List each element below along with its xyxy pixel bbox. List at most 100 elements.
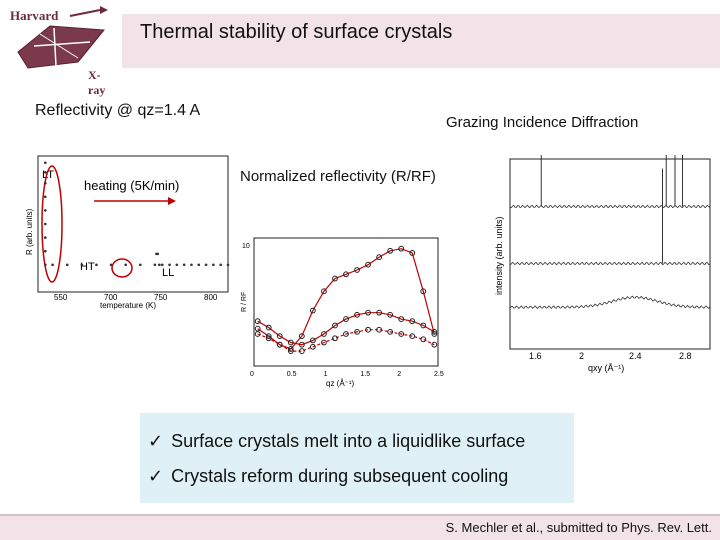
gid-series-line [509,261,711,266]
refl-xticks: 0 0.5 1 1.5 2 2.5 [250,371,444,378]
gid-xtick-label: 2.8 [679,351,692,361]
refl-point [420,288,427,295]
refl-ylabel: R / RF [241,292,248,312]
heating-xlabel: temperature (K) [100,301,156,310]
refl-point [287,346,294,352]
refl-ytick: 10 [242,243,250,250]
heating-point [182,263,186,267]
heating-point [44,161,47,165]
refl-series-line [257,312,435,346]
refl-point [409,250,416,256]
heating-point [44,249,47,253]
heating-point [109,263,113,267]
refl-point [387,311,394,318]
logo-bottom-text: X-ray [88,68,106,97]
refl-point [354,267,360,273]
bullet-1-text: Surface crystals melt into a liquidlike … [171,431,526,451]
refl-point [354,311,360,318]
refl-point [431,331,438,337]
refl-point [420,322,427,329]
refl-point [376,254,383,261]
gid-ylabel: intensity (arb. units) [494,216,504,295]
gid-plot: intensity (arb. units) 1.6 2 2.4 2.8 qxy (Å… [494,155,711,373]
heating-point [44,222,47,226]
heating-point [153,263,157,267]
refl-point [287,348,294,354]
gid-xlabel: qxy (Å⁻¹) [588,363,624,373]
refl-point [431,328,438,335]
refl-data-points [254,245,438,354]
heating-point [95,263,98,267]
heating-point [51,263,54,267]
heating-point [190,263,193,267]
heating-label-ht: HT [80,261,95,273]
refl-point [398,245,405,252]
refl-point [309,343,316,350]
bullet-2-text: Crystals reform during subsequent coolin… [171,466,509,486]
refl-point [332,322,338,329]
heating-point [156,252,160,256]
heating-transition-ellipse [111,258,133,278]
heating-point [139,263,142,267]
heating-point [158,263,161,267]
refl-series-line [257,329,435,352]
refl-point [354,328,360,335]
refl-point [376,309,383,316]
refl-plot-title: Normalized reflectivity (R/RF) [240,168,436,185]
slide-title: Thermal stability of surface crystals [140,21,453,43]
gid-xtick-label: 1.6 [529,351,542,361]
refl-point [343,316,349,322]
footer-band [0,514,720,540]
refl-fit-lines [257,248,435,352]
refl-xtick-label: 0 [250,371,254,378]
bullet-2: ✓ Crystals reform during subsequent cooli… [148,466,508,487]
refl-point [332,335,338,342]
refl-point [298,341,305,348]
refl-xtick-label: 2 [397,371,401,378]
refl-point [276,341,283,348]
heating-lt-ellipse [41,165,63,283]
heating-point [160,263,164,267]
refl-xlabel: qz (Å⁻¹) [326,379,355,388]
heating-point [44,209,47,212]
gid-xtick-label: 2.4 [629,351,642,361]
refl-xtick-label: 1 [324,371,328,378]
refl-point [321,288,327,295]
harvard-xray-logo: Harvard X-ray [4,6,116,97]
refl-point [387,247,394,254]
refl-point [265,324,272,331]
refl-point [409,333,416,340]
reflectivity-label: Reflectivity @ qz=1.4 A [35,102,201,119]
heating-point [226,263,230,267]
footer-divider [0,514,720,516]
heating-point [168,263,171,267]
citation: S. Mechler et al., submitted to Phys. Re… [445,520,712,535]
gid-label: Grazing Incidence Diffraction [446,114,639,131]
refl-point [254,318,261,325]
heating-xtick-label: 800 [204,293,218,302]
heating-xtick-label: 550 [54,293,68,302]
heating-point [175,263,179,267]
refl-point [398,316,405,322]
heating-point [80,263,84,267]
heating-plot: R (arb. units) LT HT LL heating (5K/min)… [25,155,230,310]
refl-point [365,309,371,316]
heating-point [44,171,47,174]
refl-xtick-label: 1.5 [360,371,370,378]
heating-point [197,263,201,267]
refl-point [254,331,261,337]
refl-point [276,333,283,340]
check-icon: ✓ [148,431,164,452]
refl-point [265,335,272,342]
refl-point [321,331,327,337]
heating-point [44,263,47,267]
refl-point [332,275,338,282]
harvard-xray-crest-icon [17,6,108,69]
refl-xtick-label: 0.5 [287,371,297,378]
heating-data-points [44,161,230,267]
gid-xtick-label: 2 [579,351,584,361]
heating-xtick-label: 750 [154,293,168,302]
refl-point [387,328,394,335]
heating-ylabel: R (arb. units) [25,208,34,255]
conclusion-box [140,413,574,503]
